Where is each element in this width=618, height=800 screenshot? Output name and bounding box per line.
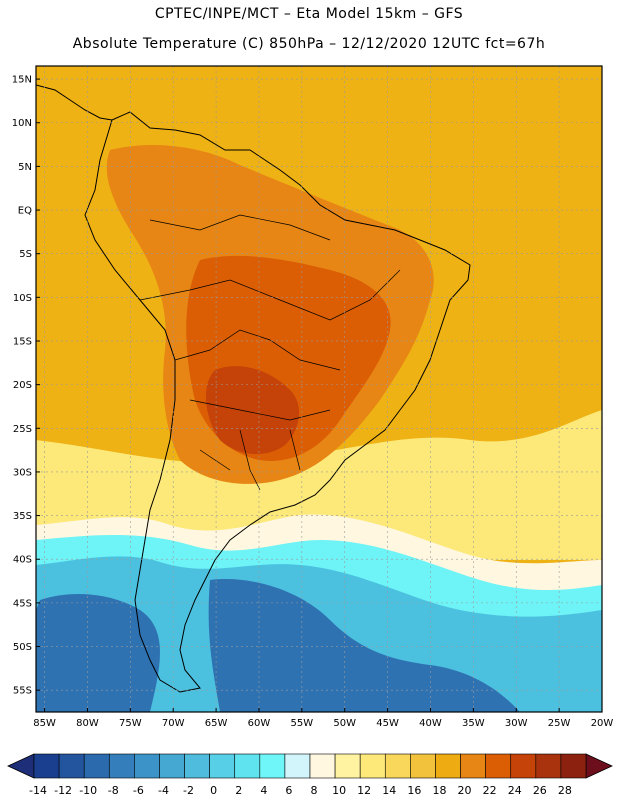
colorbar: -14 -12 -10 -8 -6 -4 -2 0 2 4 6 8 10 12 14 16 18 20 22 24 26… [7,753,613,797]
colorbar-cell [334,753,361,779]
colorbar-cell [259,753,286,779]
colorbar-label: 28 [558,784,572,797]
lat-label-15N: 15N [12,75,32,86]
field-zone-deep-cold [36,579,520,712]
lon-label-20W: 20W [591,718,614,729]
colorbar-label: 24 [508,784,522,797]
lon-label-80W: 80W [76,718,99,729]
lon-label-45W: 45W [376,718,399,729]
lat-label-5N: 5N [18,162,32,173]
colorbar-label: -12 [54,784,72,797]
lat-label-45S: 45S [13,598,32,609]
colorbar-cell [309,753,336,779]
colorbar-cell [485,753,512,779]
colorbar-label: 0 [210,784,217,797]
lon-label-30W: 30W [505,718,528,729]
lon-label-40W: 40W [419,718,442,729]
colorbar-label: -14 [29,784,47,797]
colorbar-label: -6 [133,784,144,797]
colorbar-label: -8 [108,784,119,797]
colorbar-label: -2 [183,784,194,797]
colorbar-label: 26 [533,784,547,797]
colorbar-label: 16 [407,784,421,797]
lat-label-50S: 50S [13,642,32,653]
map-field [36,66,602,712]
colorbar-cell [560,753,587,779]
lat-label-30S: 30S [13,467,32,478]
chart-title-line2: Absolute Temperature (C) 850hPa – 12/12/… [72,36,546,52]
lat-label-20S: 20S [13,380,32,391]
colorbar-label: 12 [357,784,371,797]
lat-label-5S: 5S [19,249,32,260]
colorbar-label: 8 [311,784,318,797]
colorbar-label: -10 [79,784,97,797]
colorbar-cell [159,753,185,779]
colorbar-label: 4 [260,784,267,797]
colorbar-cell [510,753,537,779]
lon-label-35W: 35W [462,718,485,729]
lat-label-10S: 10S [13,293,32,304]
colorbar-cell [535,753,562,779]
colorbar-cell [209,753,236,779]
south-america-coastline [84,111,471,693]
longitude-labels: 85W 80W 75W 70W 65W 60W 55W 50W 45W 40W 35W 30W 25W 2… [33,708,613,729]
lon-label-70W: 70W [162,718,185,729]
colorbar-cell [134,753,160,779]
lon-label-60W: 60W [248,718,271,729]
colorbar-cell [460,753,486,779]
lat-label-40S: 40S [13,555,32,566]
colorbar-label: -4 [158,784,169,797]
colorbar-cell [108,753,135,779]
country-borders [139,214,401,491]
colorbar-cell [384,753,411,779]
lat-label-10N: 10N [12,118,32,129]
colorbar-label: 20 [458,784,472,797]
lat-label-55S: 55S [13,686,32,697]
colorbar-cell [284,753,311,779]
central-america-coastline [36,84,113,121]
colorbar-cell [435,753,461,779]
colorbar-cell [184,753,210,779]
lat-label-EQ: EQ [18,206,32,217]
colorbar-label: 2 [235,784,242,797]
lat-label-35S: 35S [13,511,32,522]
plot-frame [35,65,603,713]
colorbar-cell [359,753,386,779]
colorbar-label: 18 [432,784,446,797]
colorbar-left-arrow [7,753,35,779]
lon-label-75W: 75W [119,718,142,729]
latitude-labels: 15N 10N 5N EQ 5S 10S 15S 20S 25S 30S 35S 40S 45S 50S 5… [12,75,40,697]
colorbar-label: 22 [483,784,497,797]
lon-label-25W: 25W [548,718,571,729]
colorbar-label: 6 [285,784,292,797]
lat-label-15S: 15S [13,336,32,347]
lat-label-25S: 25S [13,424,32,435]
colorbar-cell [410,753,436,779]
colorbar-label: 14 [382,784,396,797]
colorbar-right-arrow [585,753,613,779]
coastlines [36,84,471,693]
lon-label-50W: 50W [333,718,356,729]
grid-lines [36,66,602,712]
chart-title-line1: CPTEC/INPE/MCT – Eta Model 15km – GFS [154,6,464,22]
colorbar-cell [83,753,110,779]
field-zone-hottest-core [205,366,300,455]
field-zone-yellow [36,410,602,560]
colorbar-label: 10 [332,784,346,797]
lon-label-55W: 55W [291,718,314,729]
lon-label-65W: 65W [205,718,228,729]
colorbar-cell [234,753,261,779]
colorbar-cell [33,753,60,779]
lon-label-85W: 85W [33,718,56,729]
colorbar-cell [58,753,85,779]
